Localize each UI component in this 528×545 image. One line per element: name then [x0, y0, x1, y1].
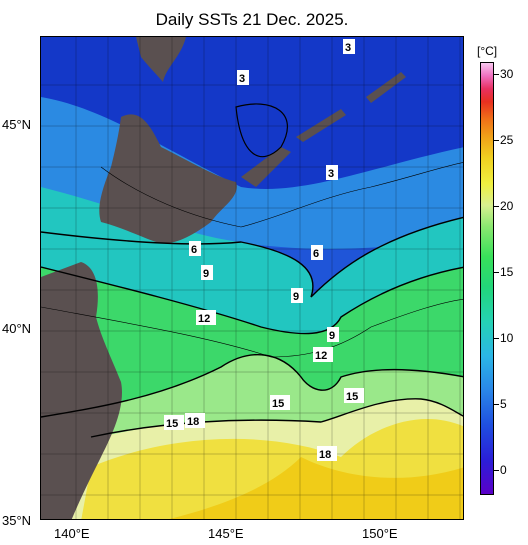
contour-label: 15	[166, 418, 178, 430]
contour-label: 12	[198, 313, 210, 325]
contour-label-box	[237, 70, 249, 85]
colorbar-tick	[494, 338, 499, 339]
contour-label: 9	[329, 330, 335, 342]
contour-label-box	[291, 288, 303, 303]
contour-label-box	[185, 413, 205, 428]
sst-field: 3 3 3 6 6 9 9 9 12 12 15 15 15	[41, 37, 463, 519]
lon-label-150e: 150°E	[362, 526, 398, 541]
graticule	[41, 37, 463, 519]
colorbar-label-30: 30	[500, 67, 514, 81]
contour-label-box	[317, 446, 337, 461]
honshu-land	[41, 262, 122, 519]
lon-label-145e: 145°E	[208, 526, 244, 541]
colorbar-label-15: 15	[500, 265, 514, 279]
colorbar	[480, 62, 494, 495]
lon-label-140e: 140°E	[54, 526, 90, 541]
contour-label: 9	[293, 291, 299, 303]
contour-label-box	[327, 327, 339, 342]
contour-line-thin-b	[41, 298, 463, 358]
colorbar-label-0: 0	[500, 463, 507, 477]
contour-label: 3	[328, 168, 334, 180]
lat-label-40n: 40°N	[2, 321, 32, 336]
contour-label-box	[201, 265, 213, 280]
contour-label: 15	[272, 398, 284, 410]
colorbar-tick	[494, 74, 499, 75]
contour-line-3	[235, 103, 288, 158]
colorbar-tick	[494, 206, 499, 207]
lat-label-45n: 45°N	[2, 117, 32, 132]
contour-label-box	[313, 347, 333, 362]
contour-line-6	[41, 216, 463, 298]
colorbar-tick	[494, 404, 499, 405]
contour-label: 3	[345, 42, 351, 54]
colorbar-label-20: 20	[500, 199, 514, 213]
contour-label: 18	[187, 416, 199, 428]
colorbar-label-10: 10	[500, 331, 514, 345]
contour-label-box	[343, 39, 355, 54]
contour-label: 6	[313, 248, 319, 260]
contour-labels: 3 3 3 6 6 9 9 9 12 12 15 15 15	[164, 39, 364, 461]
contour-label-box	[344, 388, 364, 403]
contour-label: 6	[191, 244, 197, 256]
map-title: Daily SSTs 21 Dec. 2025.	[155, 10, 349, 29]
contour-line-12	[41, 266, 463, 335]
colorbar-tick	[494, 272, 499, 273]
colorbar-tick	[494, 470, 499, 471]
contour-label: 9	[203, 268, 209, 280]
colorbar-label-25: 25	[500, 133, 514, 147]
contour-label: 3	[239, 73, 245, 85]
contour-label-box	[196, 310, 216, 325]
kuril-island-2	[296, 109, 346, 142]
lat-label-35n: 35°N	[2, 513, 32, 528]
contour-line-thin-a	[100, 162, 463, 228]
colorbar-unit: [°C]	[477, 44, 498, 58]
contour-line-15	[41, 353, 463, 418]
sst-map: 3 3 3 6 6 9 9 9 12 12 15 15 15	[40, 36, 464, 520]
contour-label-box	[326, 165, 338, 180]
hokkaido-land	[99, 114, 237, 244]
kuroshio-band	[169, 457, 463, 519]
contour-label: 15	[346, 391, 358, 403]
contour-label: 18	[319, 449, 331, 461]
contour-label-box	[311, 245, 323, 260]
contour-label: 12	[315, 350, 327, 362]
contour-label-box	[164, 415, 184, 430]
contour-label-box	[189, 241, 201, 256]
contour-label-box	[270, 395, 290, 410]
colorbar-tick	[494, 140, 499, 141]
sakhalin-land	[136, 37, 186, 82]
colorbar-label-5: 5	[500, 397, 507, 411]
